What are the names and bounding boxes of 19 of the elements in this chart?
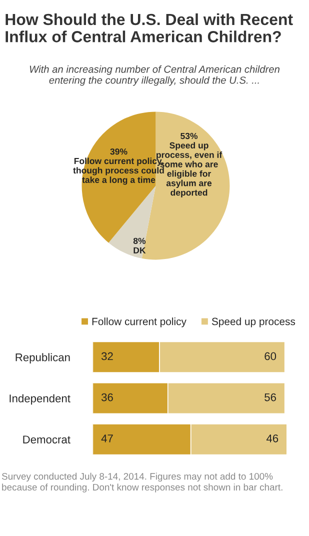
pie-slice: [108, 186, 156, 258]
legend-label: Follow current policy: [92, 318, 186, 328]
y-tick-label: Republican: [16, 353, 70, 364]
data-label: 47: [101, 434, 113, 442]
y-tick-label: Democrat: [23, 436, 70, 444]
data-label: 36: [101, 393, 113, 402]
data-label: 46: [266, 434, 278, 442]
data-label: 56: [264, 393, 276, 402]
chart-subtitle: With an increasing number of Central American children entering the country illegally, should the U.S. ...: [30, 65, 280, 86]
data-label: 39%: [110, 148, 128, 155]
data-label: 8%: [133, 238, 146, 244]
data-label: 32: [101, 352, 113, 360]
chart-title: How Should the U.S. Deal with Recent Influx of Central American Children?: [6, 13, 293, 42]
y-tick-label: Independent: [10, 394, 70, 405]
legend-label: Speed up process: [212, 318, 296, 328]
data-label: 53%: [180, 132, 198, 140]
text: Survey conducted July 8-14, 2014. Figures may not add to 100% because of rounding. Don't know responses not shown in bar chart.: [2, 472, 282, 492]
data-label: 60: [264, 352, 276, 360]
slice-label: DK: [134, 247, 146, 254]
